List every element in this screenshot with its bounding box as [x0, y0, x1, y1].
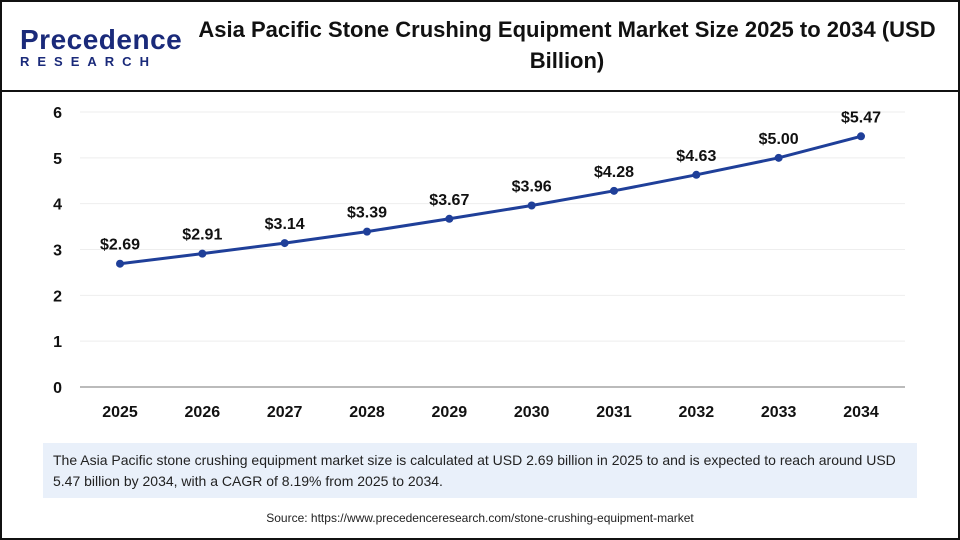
- x-tick-label: 2033: [761, 404, 797, 421]
- data-label: $3.39: [347, 205, 387, 222]
- data-label: $2.69: [100, 237, 140, 254]
- logo-subtext: RESEARCH: [20, 54, 157, 69]
- y-tick-label: 6: [53, 105, 62, 122]
- data-point: [280, 239, 289, 248]
- y-tick-label: 0: [53, 380, 62, 397]
- x-tick-label: 2030: [514, 404, 550, 421]
- data-point: [198, 249, 207, 258]
- x-tick-label: 2031: [596, 404, 632, 421]
- data-point: [527, 201, 536, 210]
- data-label: $2.91: [182, 227, 222, 244]
- data-point: [363, 227, 371, 236]
- logo: Precedence RESEARCH: [20, 24, 182, 69]
- series-line: [119, 134, 862, 266]
- y-tick-label: 4: [53, 197, 62, 214]
- x-tick-label: 2026: [185, 404, 221, 421]
- data-label: $3.14: [265, 216, 305, 233]
- x-tick-label: 2028: [349, 404, 385, 421]
- data-point: [445, 214, 454, 223]
- description: The Asia Pacific stone crushing equipmen…: [43, 443, 917, 498]
- source: Source: https://www.precedenceresearch.c…: [266, 511, 694, 525]
- data-point: [610, 186, 618, 195]
- data-label: $5.00: [759, 131, 799, 148]
- x-tick-label: 2027: [267, 404, 303, 421]
- y-tick-label: 2: [53, 288, 62, 305]
- data-label: $5.47: [841, 109, 881, 126]
- x-tick-label: 2025: [102, 404, 138, 421]
- data-point: [774, 153, 783, 162]
- data-label: $3.67: [429, 192, 469, 209]
- x-tick-label: 2029: [432, 404, 468, 421]
- data-point: [857, 132, 865, 141]
- chart-title: Asia Pacific Stone Crushing Equipment Ma…: [198, 17, 936, 73]
- y-tick-label: 3: [53, 243, 62, 260]
- y-tick-label: 5: [53, 151, 62, 168]
- header: Precedence RESEARCH Asia Pacific Stone C…: [2, 2, 958, 92]
- logo-text: Precedence: [20, 24, 183, 55]
- x-tick-label: 2034: [843, 404, 879, 421]
- data-point: [692, 170, 701, 179]
- y-tick-label: 1: [53, 334, 62, 351]
- data-label: $3.96: [512, 179, 552, 196]
- data-label: $4.63: [676, 148, 716, 165]
- x-tick-label: 2032: [679, 404, 715, 421]
- data-label: $4.28: [594, 164, 634, 181]
- data-point: [116, 259, 124, 268]
